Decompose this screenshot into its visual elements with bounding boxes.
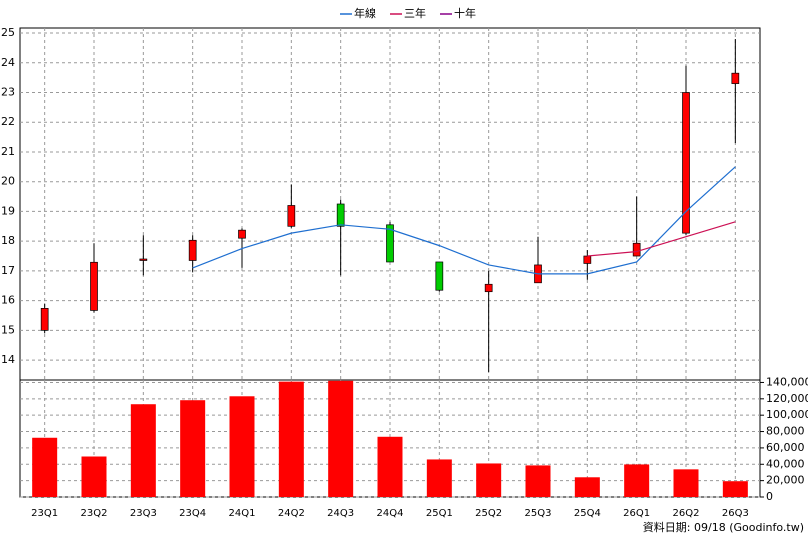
- candle-body: [139, 258, 148, 261]
- candle-body: [238, 229, 246, 239]
- y-tick-label: 17: [1, 264, 15, 277]
- y-tick-label: 21: [1, 145, 15, 158]
- line-series: [192, 166, 736, 275]
- bar: [180, 400, 206, 497]
- bar: [525, 465, 551, 497]
- y-tick-label: 23: [1, 86, 15, 99]
- footer: 資料日期: 09/18 (Goodinfo.tw): [643, 520, 804, 534]
- candle-body: [731, 72, 740, 84]
- x-tick-label: 26Q2: [673, 508, 700, 519]
- y-tick-label: 120,000: [766, 392, 808, 405]
- y-tick-label: 40,000: [766, 457, 805, 470]
- bar: [229, 396, 255, 497]
- bar: [81, 456, 107, 497]
- bar: [130, 404, 156, 497]
- bar: [673, 469, 699, 497]
- y-tick-label: 25: [1, 26, 15, 39]
- y-tick-label: 60,000: [766, 441, 805, 454]
- candle-body: [484, 283, 493, 293]
- candle-body: [632, 242, 641, 257]
- y-tick-label: 22: [1, 115, 15, 128]
- bar: [574, 477, 600, 497]
- y-tick-label: 100,000: [766, 408, 808, 421]
- candle-body: [40, 308, 49, 331]
- legend-label: 三年: [404, 6, 426, 20]
- bar: [32, 437, 58, 497]
- bar: [278, 381, 304, 497]
- x-tick-label: 23Q1: [31, 508, 58, 519]
- x-tick-label: 23Q2: [81, 508, 108, 519]
- y-tick-label: 80,000: [766, 425, 805, 438]
- candle-body: [188, 239, 197, 261]
- candle-body: [287, 205, 296, 227]
- y-tick-label: 24: [1, 56, 15, 69]
- y-tick-label: 18: [1, 234, 15, 247]
- line-series: [587, 221, 736, 257]
- x-tick-label: 24Q1: [229, 508, 256, 519]
- y-tick-label: 16: [1, 294, 15, 307]
- y-tick-label: 14: [1, 353, 15, 366]
- candle-body: [583, 255, 592, 264]
- x-tick-label: 26Q1: [623, 508, 650, 519]
- y-tick-label: 20: [1, 175, 15, 188]
- y-tick-label: 20,000: [766, 474, 805, 487]
- y-tick-label: 140,000: [766, 375, 808, 388]
- x-tick-label: 23Q3: [130, 508, 157, 519]
- candle-body: [435, 261, 444, 291]
- x-tick-label: 25Q4: [574, 508, 601, 519]
- bar: [624, 464, 650, 497]
- bar: [722, 481, 748, 497]
- bar: [476, 463, 502, 497]
- bar: [328, 380, 354, 497]
- x-tick-label: 24Q3: [327, 508, 354, 519]
- legend-label: 年線: [354, 6, 376, 20]
- y-tick-label: 0: [766, 490, 773, 503]
- candle-body: [336, 203, 345, 227]
- candle-body: [682, 92, 690, 234]
- x-tick-label: 24Q2: [278, 508, 305, 519]
- x-tick-label: 24Q4: [377, 508, 404, 519]
- x-tick-label: 25Q2: [475, 508, 502, 519]
- x-tick-label: 26Q3: [722, 508, 749, 519]
- candle-body: [386, 224, 394, 263]
- x-tick-label: 25Q3: [525, 508, 552, 519]
- x-tick-label: 25Q1: [426, 508, 453, 519]
- candle-body: [90, 261, 98, 311]
- y-tick-label: 15: [1, 323, 15, 336]
- bar: [377, 436, 403, 497]
- legend-label: 十年: [454, 6, 476, 20]
- bar: [426, 459, 452, 497]
- x-tick-label: 23Q4: [179, 508, 206, 519]
- y-tick-label: 19: [1, 204, 15, 217]
